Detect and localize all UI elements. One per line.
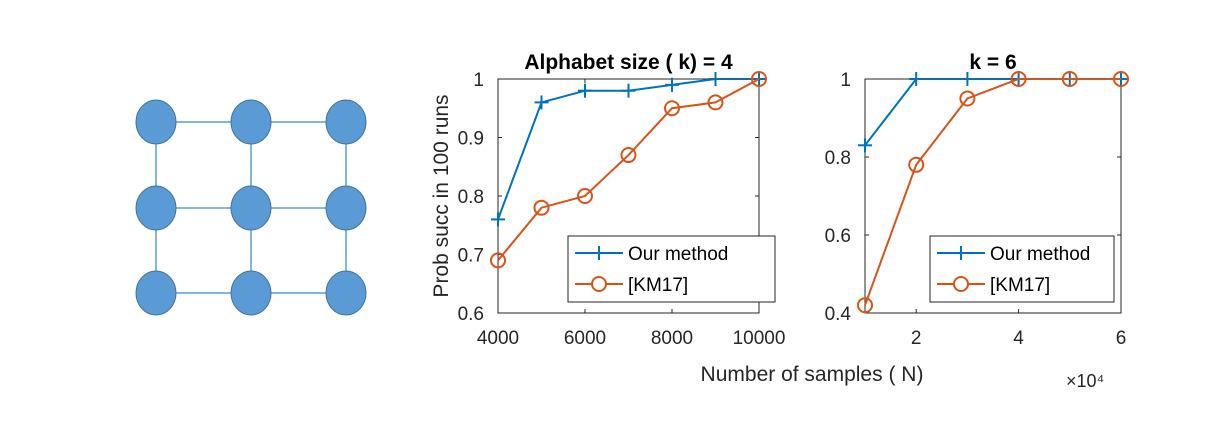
y-tick-label: 1 xyxy=(840,70,851,91)
chart-k6: 2 4 6 0.4 0.6 0.8 1 k = 6 Our method [KM17] xyxy=(825,51,1129,349)
series-line xyxy=(497,78,760,261)
graph-node xyxy=(135,99,177,145)
y-tick-label: 0.6 xyxy=(825,226,851,247)
data-point-plus xyxy=(578,83,592,98)
series-line xyxy=(864,78,1121,306)
data-point-circle xyxy=(577,188,593,204)
data-point-circle xyxy=(908,156,925,173)
graph-node xyxy=(230,270,272,316)
chart-title: k = 6 xyxy=(969,51,1016,74)
data-point-plus xyxy=(491,212,505,227)
y-tick-label: 0.9 xyxy=(458,129,484,150)
grid-graph-diagram xyxy=(135,99,367,316)
y-tick-label: 0.6 xyxy=(458,304,484,325)
x-tick-label: 10000 xyxy=(733,328,786,349)
y-tick-label: 0.4 xyxy=(825,304,852,325)
data-point-circle xyxy=(959,90,976,107)
x-tick-label: 6 xyxy=(1116,328,1127,349)
data-point-circle xyxy=(857,297,873,314)
legend-label: [KM17] xyxy=(990,275,1050,296)
data-point-plus xyxy=(960,72,975,86)
x-tick-label: 8000 xyxy=(651,328,693,349)
legend-label: [KM17] xyxy=(628,275,688,296)
data-point-circle xyxy=(664,100,680,117)
x-tick-label: 6000 xyxy=(564,328,606,349)
data-point-circle xyxy=(620,147,637,164)
x-tick-label: 4 xyxy=(1013,328,1024,349)
shared-x-axis-label: Number of samples ( N) xyxy=(701,363,924,386)
graph-node xyxy=(230,185,272,231)
legend: Our method [KM17] xyxy=(567,235,776,303)
data-point-plus xyxy=(534,95,549,110)
y-tick-label: 0.8 xyxy=(458,187,484,208)
y-tick-label: 0.8 xyxy=(825,148,851,169)
legend-circle-marker xyxy=(591,276,607,292)
data-point-circle xyxy=(751,71,767,87)
graph-node xyxy=(135,185,177,231)
data-point-circle xyxy=(1010,71,1027,87)
legend-circle-marker xyxy=(953,276,969,292)
data-point-plus xyxy=(621,83,636,98)
data-point-circle xyxy=(1061,71,1078,87)
data-point-plus xyxy=(858,138,872,153)
legend-label: Our method xyxy=(628,244,728,265)
y-tick-label: 1 xyxy=(473,70,484,91)
graph-node xyxy=(325,270,367,316)
x-tick-label: 4000 xyxy=(477,328,519,349)
data-point-circle xyxy=(533,199,550,216)
data-point-plus xyxy=(665,77,679,92)
chart-title: Alphabet size ( k) = 4 xyxy=(524,51,733,74)
data-point-plus xyxy=(708,72,723,86)
data-point-circle xyxy=(490,252,506,269)
y-axis-label: Prob succ in 100 runs xyxy=(430,94,453,297)
data-point-circle xyxy=(1113,71,1129,87)
graph-node xyxy=(230,99,272,145)
data-point-circle xyxy=(707,94,724,111)
legend: Our method [KM17] xyxy=(929,235,1115,303)
x-tick-label: 2 xyxy=(911,328,922,349)
graph-node xyxy=(135,270,177,316)
x-multiplier-label: ×10⁴ xyxy=(1066,371,1104,391)
graph-node xyxy=(325,185,367,231)
data-point-plus xyxy=(909,72,924,86)
legend-label: Our method xyxy=(990,244,1090,265)
graph-node xyxy=(325,99,367,145)
y-tick-label: 0.7 xyxy=(458,246,484,267)
chart-k4: 4000 6000 8000 10000 0.6 0.7 0.8 0.9 1 Alphabet s… xyxy=(430,51,785,349)
